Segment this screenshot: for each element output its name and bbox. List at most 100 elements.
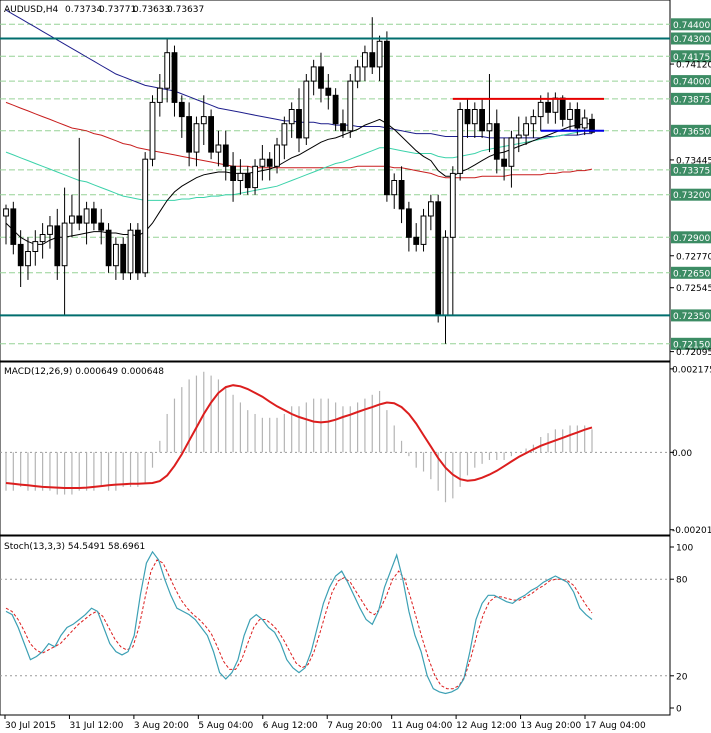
candle-body: [508, 137, 515, 167]
price-level-tag: [671, 124, 711, 137]
candle-body: [515, 134, 522, 139]
candle-body: [567, 109, 573, 120]
price-level-tag-label: 0.73200: [673, 191, 710, 201]
price-level-tag: [671, 231, 711, 244]
stoch-axis-label: 0: [676, 705, 682, 715]
price-pane-header-close: 0.73637: [167, 5, 204, 15]
price-pane-header-symbol: AUDUSD,H4: [4, 5, 59, 15]
macd-axis-label: 0.00: [672, 449, 692, 459]
ma-red-line: [5, 101, 593, 179]
candle-body: [3, 208, 9, 217]
time-axis-label: 7 Aug 20:00: [327, 721, 382, 731]
candle-body: [413, 236, 420, 245]
macd-pane-frame: [0, 361, 671, 536]
price-axis-label: 0.72770: [676, 252, 711, 262]
stoch-grid: [0, 578, 670, 677]
candle-body: [288, 109, 295, 125]
candle-body: [340, 123, 346, 132]
candle-body: [442, 236, 449, 316]
candle-body: [464, 109, 471, 125]
candle-body: [537, 101, 544, 118]
stoch-lines: [5, 550, 593, 695]
candle-body: [186, 116, 192, 153]
stoch-axis-label: 20: [676, 672, 688, 682]
candle-body: [354, 66, 361, 82]
candle-body: [25, 251, 31, 267]
candle-body: [127, 229, 134, 274]
candle-body: [83, 208, 90, 224]
candle-body: [574, 109, 581, 129]
price-level-tag: [671, 92, 711, 105]
candle-body: [471, 109, 478, 125]
price-level-tag: [671, 337, 711, 350]
time-axis-label: 3 Aug 20:00: [134, 721, 189, 731]
candle-body: [384, 40, 390, 196]
macd-histogram: [5, 371, 593, 503]
candle-body: [523, 123, 530, 136]
macd-axis-label: -0.002017: [672, 526, 711, 536]
candle-body: [310, 66, 317, 82]
candle-body: [47, 225, 53, 235]
candle-body: [479, 109, 486, 132]
candle-body: [391, 180, 398, 196]
price-level-tag-label: 0.72900: [673, 234, 710, 244]
candle-body: [39, 234, 46, 243]
time-axis-label: 11 Aug 04:00: [392, 721, 453, 731]
price-level-tag-label: 0.72350: [673, 312, 710, 322]
candle-body: [266, 158, 273, 167]
candle-body: [156, 87, 163, 103]
candle-body: [222, 144, 229, 167]
candle-body: [325, 87, 332, 96]
candle-body: [69, 215, 75, 224]
price-level-tag: [671, 75, 711, 88]
time-axis-label: 31 Jul 12:00: [69, 721, 123, 731]
horizontal-levels[interactable]: [0, 37, 670, 317]
candle-body: [215, 144, 222, 153]
candle-body: [362, 52, 368, 68]
candle-body: [318, 66, 324, 89]
macd-pane-header: MACD(12,26,9) 0.000649 0.000648: [4, 367, 164, 377]
candle-body: [369, 52, 376, 68]
price-level-tag-label: 0.72150: [673, 340, 710, 350]
price-level-tag-label: 0.74000: [673, 78, 710, 88]
time-axis-label: 6 Aug 12:00: [263, 721, 318, 731]
macd-axis-label: 0.002175: [672, 365, 711, 375]
macd-axis: 0.002175 0.00 -0.002017: [670, 365, 711, 536]
price-level-tag-label: 0.74300: [673, 35, 710, 45]
candles: [3, 17, 595, 344]
candle-body: [281, 123, 288, 146]
price-axis-label: 0.74120: [676, 61, 711, 71]
price-level-tag: [671, 309, 711, 322]
candle-body: [149, 101, 156, 160]
price-pane-frame: [0, 0, 671, 362]
price-pane-header-low: 0.73633: [133, 5, 170, 15]
candle-body: [105, 229, 112, 267]
time-axis-label: 12 Aug 12:00: [456, 721, 517, 731]
candle-body: [120, 243, 127, 274]
stoch-pane-header: Stoch(13,3,3) 54.5491 58.6961: [4, 542, 145, 552]
stoch-axis-label: 100: [676, 544, 693, 554]
candle-body: [10, 208, 17, 245]
price-level-tag-label: 0.73375: [673, 166, 710, 176]
candle-body: [420, 215, 427, 245]
price-pane-header-open: 0.73734: [65, 5, 102, 15]
candle-body: [91, 208, 97, 224]
candle-body: [76, 215, 83, 224]
candle-body: [486, 123, 493, 132]
candle-body: [200, 116, 207, 125]
stoch-main-line: [5, 550, 593, 695]
candle-body: [589, 118, 595, 133]
candle-body: [559, 97, 566, 120]
price-level-tag-label: 0.74400: [673, 21, 710, 31]
candle-body: [259, 158, 266, 167]
candle-body: [347, 80, 354, 132]
candle-body: [296, 109, 302, 139]
candle-body: [552, 97, 559, 113]
candle-body: [164, 52, 171, 89]
candle-body: [61, 222, 68, 267]
price-axis-label: 0.72545: [676, 284, 711, 294]
price-level-tag: [671, 266, 711, 279]
stoch-axis-label: 80: [676, 576, 688, 586]
